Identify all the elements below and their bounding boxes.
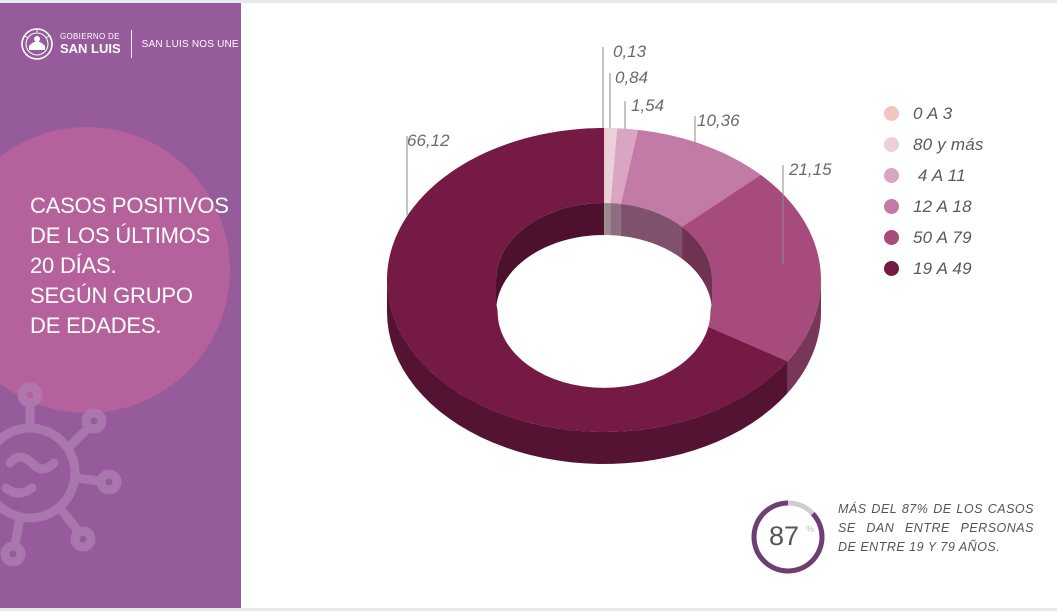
legend-item-4: 50 A 79 [884, 222, 984, 253]
legend-swatch-3 [884, 199, 899, 214]
legend-swatch-1 [884, 137, 899, 152]
legend-swatch-5 [884, 261, 899, 276]
legend-label-0: 0 A 3 [913, 103, 953, 123]
title-circle [0, 127, 230, 413]
legend-swatch-4 [884, 230, 899, 245]
legend-item-1: 80 y más [884, 129, 984, 160]
logo-line-1: GOBIERNO DE [60, 32, 120, 41]
data-label-group: 0,13 0,84 1,54 10,36 21,15 66,12 [406, 42, 832, 265]
virus-icon [0, 382, 122, 567]
data-label-3: 10,36 [697, 111, 740, 130]
slice-2 [610, 128, 639, 204]
logo-line-2: SAN LUIS [60, 41, 121, 56]
chart-legend: 0 A 3 80 y más 4 A 11 12 A 18 50 A 79 19 A 4… [884, 98, 984, 284]
legend-label-5: 19 A 49 [913, 258, 972, 278]
panel-title: CASOS POSITIVOS DE LOS ÚLTIMOS 20 DÍAS. … [30, 193, 229, 338]
legend-label-4: 50 A 79 [913, 227, 972, 247]
kpi-ring-progress [751, 500, 825, 574]
slice-side-5 [387, 280, 788, 464]
slogan: SAN LUIS NOS UNE [141, 38, 239, 50]
top-border [0, 0, 1057, 3]
slice-4 [682, 174, 821, 362]
slice-inner-1-0 [604, 203, 611, 236]
slice-0 [604, 128, 606, 203]
donut-hole-floor [497, 236, 711, 388]
legend-item-0: 0 A 3 [884, 98, 984, 129]
slice-side-4 [787, 280, 821, 394]
data-label-5: 66,12 [407, 131, 450, 150]
slice-3 [620, 129, 761, 227]
kpi-value: 87 [769, 521, 799, 551]
slice-inner-5-0 [496, 203, 604, 312]
legend-label-3: 12 A 18 [913, 196, 972, 216]
data-label-2: 1,54 [631, 96, 664, 115]
slice-inner-2-0 [610, 203, 621, 236]
slice-inner-4-0 [682, 226, 712, 312]
slice-inner-3-0 [620, 203, 683, 259]
slice-1 [604, 128, 618, 204]
government-logo: GOBIERNO DE SAN LUIS SAN LUIS NOS UNE [20, 27, 239, 61]
legend-item-3: 12 A 18 [884, 191, 984, 222]
logo-divider [130, 30, 132, 58]
donut-chart: 0,13 0,84 1,54 10,36 21,15 66,12 [387, 42, 832, 464]
slice-inner-0-0 [604, 203, 605, 235]
data-label-0: 0,13 [613, 42, 647, 61]
kpi-description: MÁS DEL 87% DE LOS CASOS SE DAN ENTRE PE… [838, 502, 1034, 554]
legend-item-5: 19 A 49 [884, 253, 984, 284]
bottom-border [0, 608, 1057, 611]
coat-of-arms-icon [21, 28, 53, 60]
legend-label-1: 80 y más [913, 134, 984, 154]
legend-item-2: 4 A 11 [884, 160, 984, 191]
data-label-4: 21,15 [788, 160, 832, 179]
data-label-1: 0,84 [615, 68, 648, 87]
donut-top-group [387, 128, 821, 432]
legend-label-2: 4 A 11 [913, 165, 966, 185]
kpi-ring: 87 % [751, 500, 825, 574]
donut-side-group [387, 280, 821, 464]
sidebar: GOBIERNO DE SAN LUIS SAN LUIS NOS UNE CA… [0, 3, 241, 608]
legend-swatch-0 [884, 106, 899, 121]
legend-swatch-2 [884, 168, 899, 183]
kpi-unit: % [806, 524, 814, 534]
